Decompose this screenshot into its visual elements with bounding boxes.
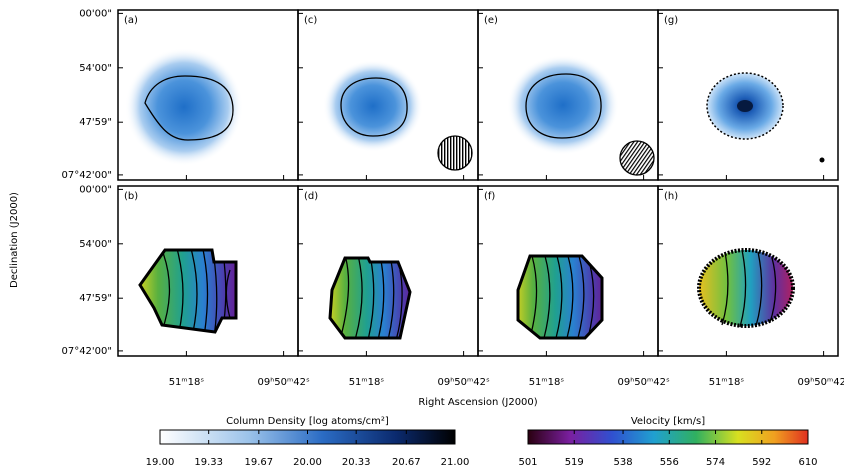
colorbar-tick-label: 20.67 bbox=[392, 457, 421, 468]
panel-label: (h) bbox=[664, 191, 678, 202]
x-tick-label: 51ᵐ18ˢ bbox=[169, 377, 205, 388]
panel-h-image bbox=[697, 248, 795, 328]
colorbar-tick-label: 20.33 bbox=[342, 457, 371, 468]
colorbar-tick-label: 610 bbox=[798, 457, 817, 468]
y-tick-label: 07°42'00" bbox=[61, 170, 112, 181]
colorbar-tick-label: 19.00 bbox=[146, 457, 175, 468]
colorbar-tick-label: 19.67 bbox=[245, 457, 274, 468]
colorbar-tick-label: 20.00 bbox=[293, 457, 322, 468]
panel-c-image bbox=[323, 60, 473, 171]
panel-label: (g) bbox=[664, 15, 678, 26]
colorbar-tick-label: 538 bbox=[613, 457, 632, 468]
panel-a-image bbox=[125, 48, 243, 166]
panel-frame bbox=[657, 9, 839, 181]
colorbar-velocity bbox=[527, 429, 809, 445]
panel-g-image bbox=[706, 72, 825, 163]
colorbar-tick-label: 501 bbox=[518, 457, 537, 468]
colorbar-title: Column Density [log atoms/cm²] bbox=[226, 416, 389, 427]
panel-label: (d) bbox=[304, 191, 318, 202]
x-tick-label: 09ʰ50ᵐ42ˢ bbox=[438, 377, 490, 388]
colorbar-tick-label: 519 bbox=[565, 457, 584, 468]
x-tick-label: 09ʰ50ᵐ42ˢ bbox=[618, 377, 670, 388]
panel-label: (c) bbox=[304, 15, 317, 26]
panel-label: (f) bbox=[484, 191, 495, 202]
panel-d-image bbox=[328, 256, 412, 340]
x-tick-label: 51ᵐ18ˢ bbox=[529, 377, 565, 388]
x-tick-label: 09ʰ50ᵐ42ˢ bbox=[798, 377, 844, 388]
y-tick-label: 00'00" bbox=[79, 184, 112, 195]
x-tick-label: 51ᵐ18ˢ bbox=[349, 377, 385, 388]
panel-frame bbox=[657, 185, 839, 357]
y-tick-label: 07°42'00" bbox=[61, 346, 112, 357]
panel-label: (b) bbox=[124, 191, 138, 202]
colorbar-tick-label: 21.00 bbox=[441, 457, 470, 468]
colorbar-tick-label: 556 bbox=[660, 457, 679, 468]
panel-b-image bbox=[138, 248, 238, 334]
colorbar-tick-label: 19.33 bbox=[194, 457, 223, 468]
colorbar-tick-label: 574 bbox=[706, 457, 725, 468]
panel-label: (e) bbox=[484, 15, 498, 26]
x-axis-title: Right Ascension (J2000) bbox=[418, 397, 537, 408]
colorbar-title: Velocity [km/s] bbox=[631, 416, 705, 427]
y-tick-label: 47'59" bbox=[79, 117, 112, 128]
colorbar-tick-label: 592 bbox=[752, 457, 771, 468]
y-axis-title: Declination (J2000) bbox=[9, 192, 20, 288]
y-tick-label: 54'00" bbox=[79, 63, 112, 74]
panel-label: (a) bbox=[124, 15, 138, 26]
x-tick-label: 09ʰ50ᵐ42ˢ bbox=[258, 377, 310, 388]
panel-f-image bbox=[516, 254, 604, 340]
y-tick-label: 47'59" bbox=[79, 293, 112, 304]
x-tick-label: 51ᵐ18ˢ bbox=[709, 377, 745, 388]
panel-e-image bbox=[507, 55, 655, 176]
y-tick-label: 54'00" bbox=[79, 239, 112, 250]
y-tick-label: 00'00" bbox=[79, 8, 112, 19]
